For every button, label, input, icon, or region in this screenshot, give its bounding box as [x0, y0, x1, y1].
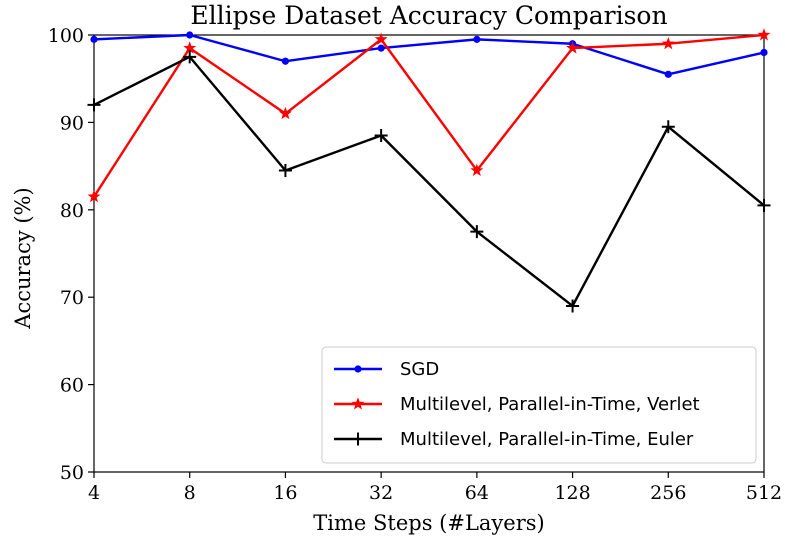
y-axis-label: Accuracy (%) [11, 187, 35, 329]
x-tick-label: 16 [273, 482, 297, 504]
data-point [377, 44, 385, 52]
data-point [183, 41, 197, 54]
data-point [374, 32, 388, 45]
y-tick-label: 60 [60, 375, 84, 397]
data-point [473, 35, 481, 43]
data-point [183, 50, 197, 64]
data-point [470, 225, 484, 239]
chart-title: Ellipse Dataset Accuracy Comparison [190, 1, 667, 30]
series-2 [87, 28, 771, 203]
x-tick-label: 32 [369, 482, 393, 504]
data-point [757, 198, 771, 212]
data-point [278, 163, 292, 177]
legend-box [321, 346, 757, 464]
x-axis-label: Time Steps (#Layers) [313, 511, 544, 535]
data-point [90, 35, 98, 43]
data-point [760, 48, 768, 57]
x-tick-label: 512 [746, 482, 782, 504]
plot-frame [93, 34, 765, 473]
x-tick-label: 4 [88, 482, 100, 504]
x-tick-label: 128 [554, 482, 590, 504]
y-tick-label: 100 [48, 25, 84, 47]
legend-label: Multilevel, Parallel-in-Time, Euler [400, 429, 694, 450]
data-point [87, 98, 101, 112]
series-1 [90, 31, 768, 78]
data-point [661, 120, 675, 134]
legend-label: SGD [400, 359, 439, 380]
series-line [93, 33, 765, 76]
series-line [93, 55, 765, 308]
y-tick-label: 70 [60, 287, 84, 309]
x-tick-label: 8 [184, 482, 196, 504]
data-point [661, 36, 675, 50]
x-tick-label: 256 [650, 482, 686, 504]
y-tick-label: 50 [60, 462, 84, 484]
legend: SGD Multilevel, Parallel-in-Time, Verlet M… [321, 346, 757, 464]
data-point [566, 299, 580, 313]
data-point [281, 57, 290, 65]
legend-label: Multilevel, Parallel-in-Time, Verlet [400, 394, 700, 415]
series-3 [87, 50, 771, 313]
data-point [757, 28, 771, 41]
data-point [374, 129, 388, 143]
y-tick-label: 80 [60, 200, 84, 222]
data-point [278, 106, 292, 120]
data-point [664, 70, 672, 78]
series-line [92, 33, 765, 198]
legend-marker [351, 397, 365, 410]
data-point [566, 41, 580, 54]
y-tick-label: 90 [60, 112, 84, 134]
plot-area: 4 8 16 32 64 128 256 512 50 60 70 80 90 100 [48, 25, 782, 504]
legend-marker [351, 432, 365, 446]
legend-marker [354, 365, 362, 373]
x-tick-label: 64 [465, 482, 489, 504]
data-point [87, 189, 101, 203]
data-point [470, 163, 484, 176]
data-point [186, 31, 194, 39]
